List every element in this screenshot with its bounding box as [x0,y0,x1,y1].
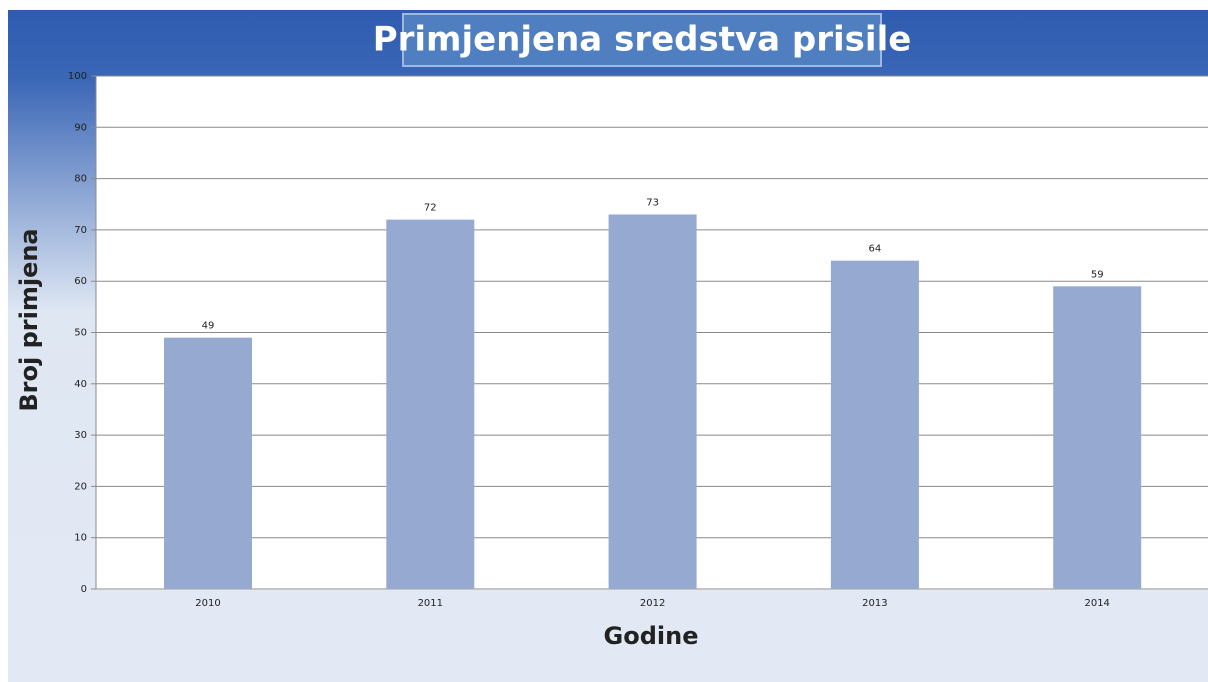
title-box [402,13,882,67]
y-tick-label: 40 [74,379,87,390]
x-tick-label: 2012 [640,598,665,609]
x-tick-label: 2013 [862,598,887,609]
bar [830,260,919,589]
y-tick-label: 90 [74,122,87,133]
y-tick-label: 20 [74,481,87,492]
y-tick-label: 70 [74,225,87,236]
y-tick-label: 100 [68,71,87,82]
x-tick-label: 2011 [418,598,443,609]
bar [164,337,252,589]
x-tick-label: 2014 [1084,598,1109,609]
bar [608,214,697,589]
x-tick-label: 2010 [195,598,220,609]
data-label: 64 [869,244,882,255]
y-axis-title: Broj primjena [15,228,43,411]
chart-title: Primjenjena sredstva prisile [373,20,912,60]
data-label: 49 [202,321,215,332]
data-label: 59 [1091,269,1104,280]
y-tick-label: 80 [74,174,87,185]
y-tick-label: 0 [81,584,87,595]
bar [1053,286,1142,589]
y-tick-label: 30 [74,430,87,441]
y-tick-label: 10 [74,533,87,544]
x-axis-title: Godine [604,622,699,650]
data-label: 72 [424,203,437,214]
data-label: 73 [646,198,659,209]
bar [386,219,475,589]
y-tick-label: 60 [74,276,87,287]
y-tick-label: 50 [74,328,87,339]
